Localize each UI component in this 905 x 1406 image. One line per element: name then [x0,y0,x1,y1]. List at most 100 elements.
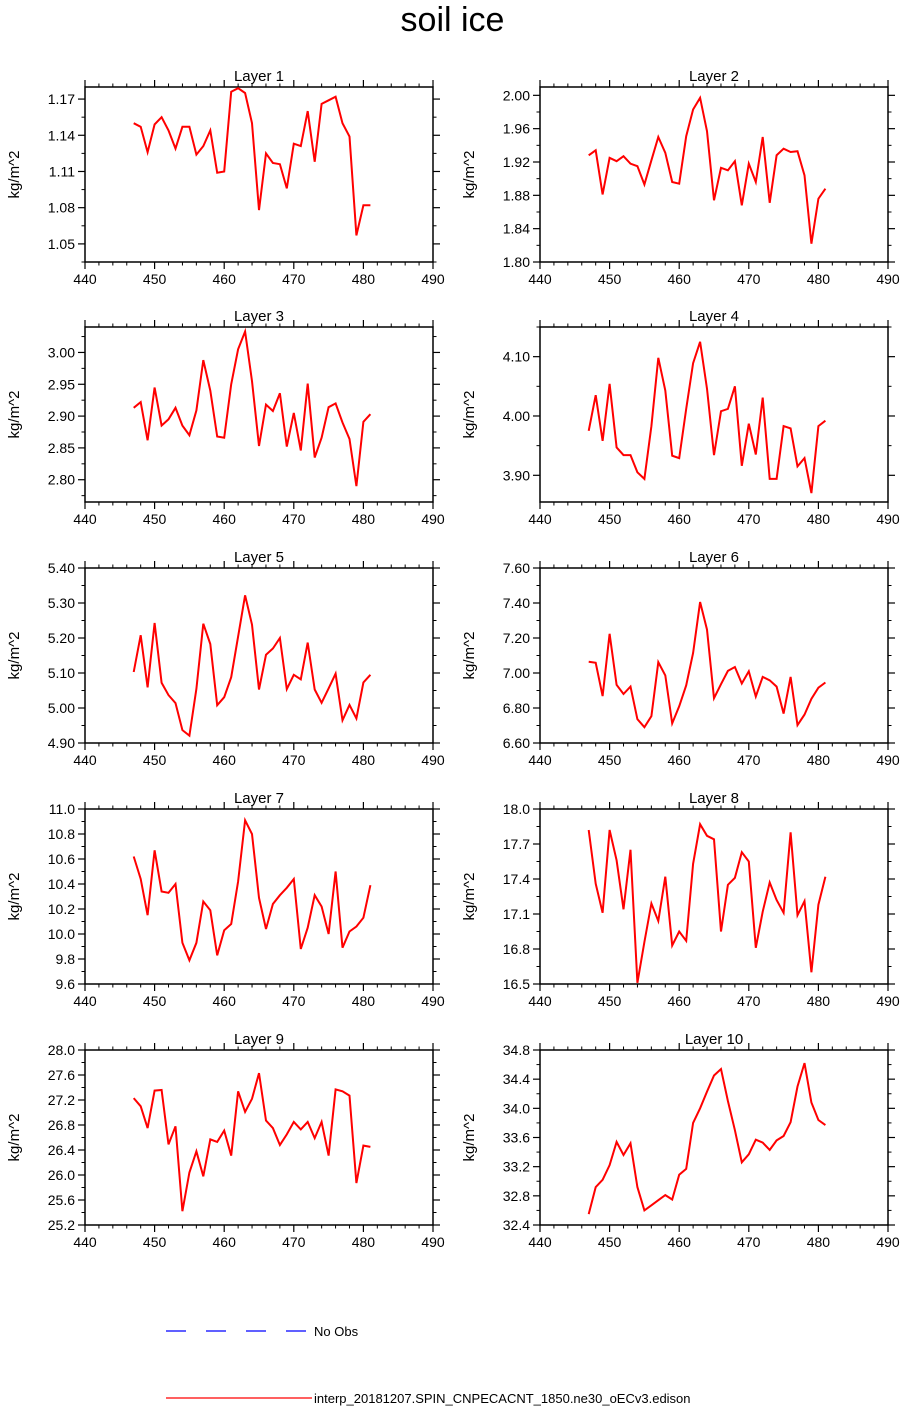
x-tick-label: 490 [421,752,445,768]
y-axis-label: kg/m^2 [6,391,23,439]
x-tick-label: 480 [352,271,376,287]
y-tick-label: 16.8 [503,941,530,957]
data-series-line [587,341,827,494]
y-axis-label: kg/m^2 [6,1114,23,1162]
y-tick-label: 10.6 [48,851,75,867]
panel-layer-2: Layer 2 440 450 460 470 480 490 1.80 1.84 1.88 1.9… [461,68,900,287]
x-tick-label: 490 [876,1234,900,1250]
panel-title: Layer 7 [234,790,284,807]
y-axis-label: kg/m^2 [461,632,478,680]
x-tick-label: 480 [352,511,376,527]
y-tick-label: 27.6 [48,1067,75,1083]
y-tick-label: 5.20 [48,630,75,646]
x-tick-label: 490 [876,752,900,768]
y-tick-label: 18.0 [503,801,530,817]
x-tick-label: 450 [598,752,622,768]
panel-layer-10: Layer 10 440 450 460 470 480 490 32.4 32.8 33.2 33… [461,1031,900,1250]
x-tick-label: 480 [807,993,831,1009]
y-tick-label: 11.0 [49,801,75,817]
y-tick-label: 1.92 [503,154,530,170]
x-tick-label: 490 [876,993,900,1009]
data-series-line [588,95,827,244]
data-series-line [133,327,372,487]
x-tick-label: 460 [213,993,237,1009]
x-tick-label: 470 [737,1234,761,1250]
x-tick-label: 440 [73,752,97,768]
y-tick-label: 26.8 [48,1117,75,1133]
x-tick-label: 440 [528,993,552,1009]
x-tick-label: 470 [737,511,761,527]
panel-title: Layer 3 [234,308,284,325]
x-tick-label: 450 [143,271,167,287]
x-tick-label: 450 [598,993,622,1009]
panel-title: Layer 8 [689,790,739,807]
panel-layer-8: Layer 8 440 450 460 470 480 490 16.5 16.8 17.1 17.… [461,790,900,1009]
y-tick-label: 9.8 [56,951,76,967]
y-tick-label: 2.85 [48,440,75,456]
y-tick-label: 1.08 [48,200,75,216]
y-tick-label: 17.1 [503,906,530,922]
x-tick-label: 450 [598,1234,622,1250]
x-tick-label: 440 [528,511,552,527]
y-tick-label: 2.80 [48,472,75,488]
x-tick-label: 490 [421,511,445,527]
x-tick-label: 490 [876,271,900,287]
x-tick-label: 470 [282,1234,306,1250]
x-tick-label: 470 [737,271,761,287]
x-tick-label: 450 [143,1234,167,1250]
x-tick-label: 440 [73,511,97,527]
x-tick-label: 460 [213,752,237,768]
y-tick-label: 25.2 [48,1217,75,1233]
x-tick-label: 440 [73,271,97,287]
y-tick-label: 1.11 [49,163,75,179]
x-tick-label: 460 [213,511,237,527]
x-tick-label: 480 [807,752,831,768]
data-series-line [132,595,372,738]
plot-frame [84,326,434,503]
panel-layer-6: Layer 6 440 450 460 470 480 490 6.60 6.80 7.00 7.2… [461,549,900,768]
y-tick-label: 5.30 [48,595,75,611]
y-axis-label: kg/m^2 [461,151,478,199]
y-tick-label: 4.90 [48,735,75,751]
y-tick-label: 25.6 [48,1192,75,1208]
data-series-line [132,816,372,963]
y-tick-label: 10.4 [48,876,75,892]
y-tick-label: 7.20 [503,630,530,646]
x-tick-label: 460 [668,752,692,768]
y-tick-label: 34.8 [503,1042,530,1058]
x-tick-label: 440 [528,271,552,287]
y-axis-label: kg/m^2 [6,873,23,921]
page-title: soil ice [400,1,505,39]
y-tick-label: 7.40 [503,595,530,611]
y-axis-label: kg/m^2 [461,391,478,439]
panel-title: Layer 10 [685,1031,743,1048]
panel-title: Layer 6 [689,549,739,566]
x-tick-label: 480 [352,1234,376,1250]
y-tick-label: 4.10 [503,349,530,365]
x-tick-label: 490 [421,271,445,287]
x-tick-label: 480 [807,511,831,527]
x-tick-label: 450 [143,752,167,768]
x-tick-label: 480 [352,752,376,768]
y-tick-label: 5.40 [48,560,75,576]
x-tick-label: 480 [807,1234,831,1250]
x-tick-label: 450 [598,271,622,287]
panel-title: Layer 9 [234,1031,284,1048]
x-tick-label: 450 [598,511,622,527]
x-tick-label: 470 [282,511,306,527]
y-tick-label: 1.14 [48,127,75,143]
y-tick-label: 1.05 [48,236,75,252]
y-tick-label: 9.6 [56,976,76,992]
panel-layer-5: Layer 5 440 450 460 470 480 490 4.90 5.00 5.10 5.2… [6,549,445,768]
y-axis-label: kg/m^2 [6,632,23,680]
y-tick-label: 1.80 [503,254,530,270]
y-tick-label: 33.2 [503,1159,530,1175]
panel-title: Layer 1 [234,68,284,85]
plot-frame [539,808,889,985]
y-tick-label: 2.00 [503,87,530,103]
panel-title: Layer 4 [689,308,739,325]
x-tick-label: 480 [352,993,376,1009]
y-tick-label: 10.8 [48,826,75,842]
y-tick-label: 28.0 [48,1042,75,1058]
x-tick-label: 450 [143,511,167,527]
